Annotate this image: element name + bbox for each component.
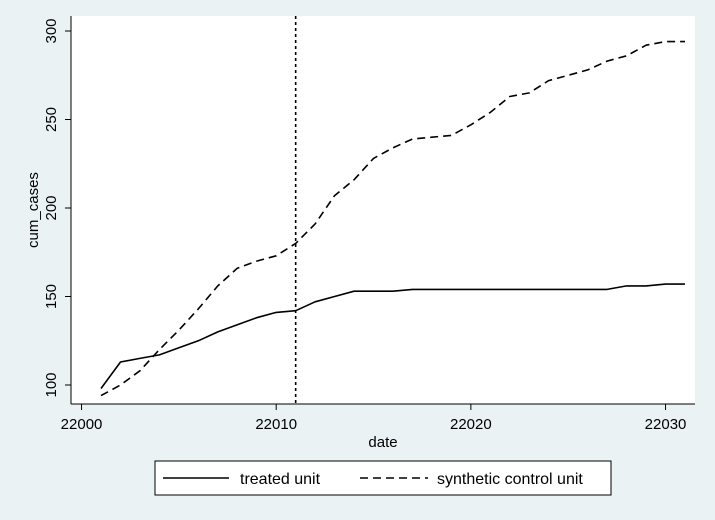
axes-layer: 100 150 200 250 300 22000 22010 22020 22030 — [43, 16, 695, 433]
legend-box — [154, 460, 612, 496]
legend-label-synthetic-control-unit: synthetic control unit — [437, 471, 583, 488]
y-tick-label: 200 — [43, 195, 60, 220]
y-tick-label: 100 — [43, 372, 60, 397]
y-axis-title: cum_cases — [25, 172, 42, 248]
series-layer — [100, 16, 685, 404]
x-tick-label: 22010 — [255, 416, 297, 433]
legend: treated unit synthetic control unit — [154, 460, 612, 496]
y-tick-label: 300 — [43, 18, 60, 43]
series-line-synthetic-control-unit — [100, 40, 685, 397]
legend-label-treated-unit: treated unit — [240, 471, 321, 488]
y-tick-label: 150 — [43, 284, 60, 309]
x-tick-label: 22020 — [450, 416, 492, 433]
plot-area — [71, 16, 695, 404]
y-tick-label: 250 — [43, 107, 60, 132]
x-tick-label: 22030 — [645, 416, 687, 433]
x-tick-label: 22000 — [61, 416, 103, 433]
x-axis-title: date — [368, 434, 397, 451]
series-line-treated-unit — [100, 283, 685, 389]
